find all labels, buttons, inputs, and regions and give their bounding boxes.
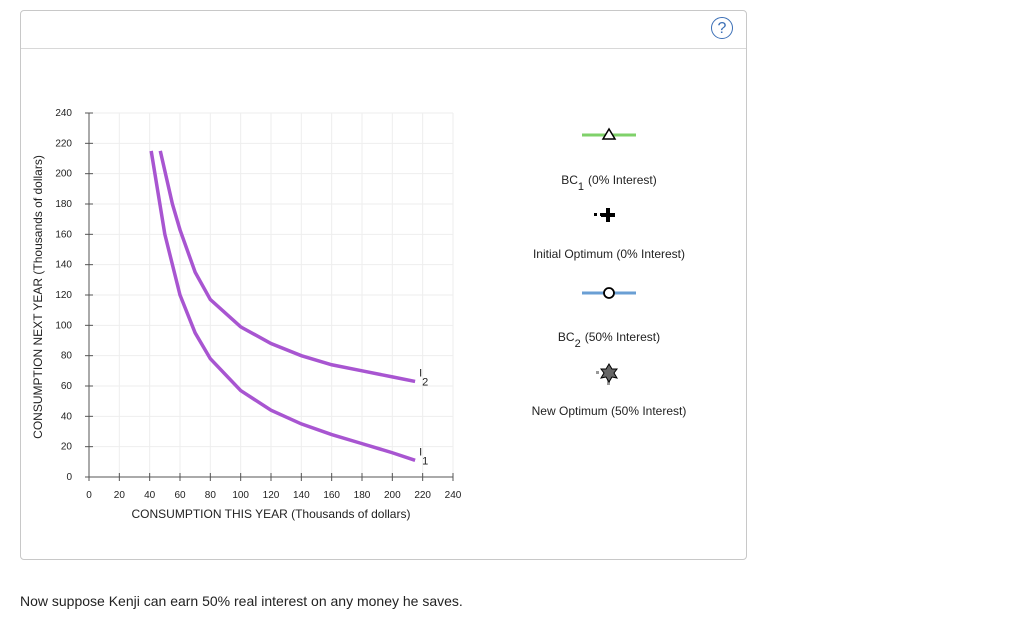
palette-text: BC (561, 173, 578, 187)
y-tick-label: 100 (55, 320, 72, 331)
x-tick-label: 120 (263, 490, 280, 501)
indifference-curve (149, 150, 416, 462)
curve-label: I2 (419, 367, 428, 388)
y-tick-label: 240 (55, 108, 72, 119)
palette-text: New Optimum (50% Interest) (532, 404, 687, 418)
y-tick-label: 80 (61, 351, 73, 362)
x-tick-label: 240 (445, 490, 462, 501)
x-tick-label: 80 (205, 490, 217, 501)
bc2-tool[interactable] (582, 287, 636, 299)
y-tick-label: 120 (55, 290, 72, 301)
palette-rest: (50% Interest) (585, 330, 660, 344)
x-tick-label: 140 (293, 490, 310, 501)
x-tick-label: 100 (232, 490, 249, 501)
palette-subscript: 1 (578, 181, 584, 193)
x-tick-label: 60 (174, 490, 186, 501)
curve-subscript: 1 (422, 455, 428, 467)
y-tick-label: 220 (55, 138, 72, 149)
x-axis-title: CONSUMPTION THIS YEAR (Thousands of doll… (132, 507, 411, 521)
palette-label: BC2 (50% Interest) (558, 330, 660, 350)
y-tick-label: 180 (55, 199, 72, 210)
x-tick-label: 160 (323, 490, 340, 501)
initial-optimum-tool[interactable] (594, 208, 615, 222)
palette-label: Initial Optimum (0% Interest) (533, 247, 685, 261)
x-tick-label: 180 (354, 490, 371, 501)
curve-name: I (419, 446, 422, 458)
x-tick-label: 0 (86, 490, 92, 501)
y-tick-label: 200 (55, 169, 72, 180)
palette-rest: (0% Interest) (588, 173, 657, 187)
y-axis-title: CONSUMPTION NEXT YEAR (Thousands of doll… (31, 155, 45, 439)
curve-subscript: 2 (422, 376, 428, 388)
x-tick-label: 200 (384, 490, 401, 501)
y-tick-label: 20 (61, 442, 73, 453)
palette-label: New Optimum (50% Interest) (532, 404, 687, 418)
curve-label: I1 (419, 446, 428, 467)
help-icon[interactable]: ? (711, 17, 733, 39)
y-tick-label: 160 (55, 229, 72, 240)
x-tick-label: 220 (414, 490, 431, 501)
x-tick-label: 40 (144, 490, 156, 501)
palette-icons (582, 127, 636, 385)
palette-label: BC1 (0% Interest) (561, 173, 657, 193)
curve-name: I (419, 367, 422, 379)
indifference-curve (158, 150, 416, 384)
palette-text: Initial Optimum (0% Interest) (533, 247, 685, 261)
graph-panel: ? (20, 10, 747, 560)
palette-text: BC (558, 330, 575, 344)
panel-header: ? (21, 11, 746, 49)
y-tick-label: 60 (61, 381, 73, 392)
x-tick-label: 20 (114, 490, 126, 501)
y-tick-label: 140 (55, 260, 72, 271)
y-tick-label: 0 (66, 472, 72, 483)
palette-subscript: 2 (575, 338, 581, 350)
y-tick-label: 40 (61, 411, 73, 422)
prompt-text: Now suppose Kenji can earn 50% real inte… (20, 593, 463, 609)
new-optimum-tool[interactable] (596, 363, 619, 385)
bc1-tool[interactable] (582, 127, 636, 140)
